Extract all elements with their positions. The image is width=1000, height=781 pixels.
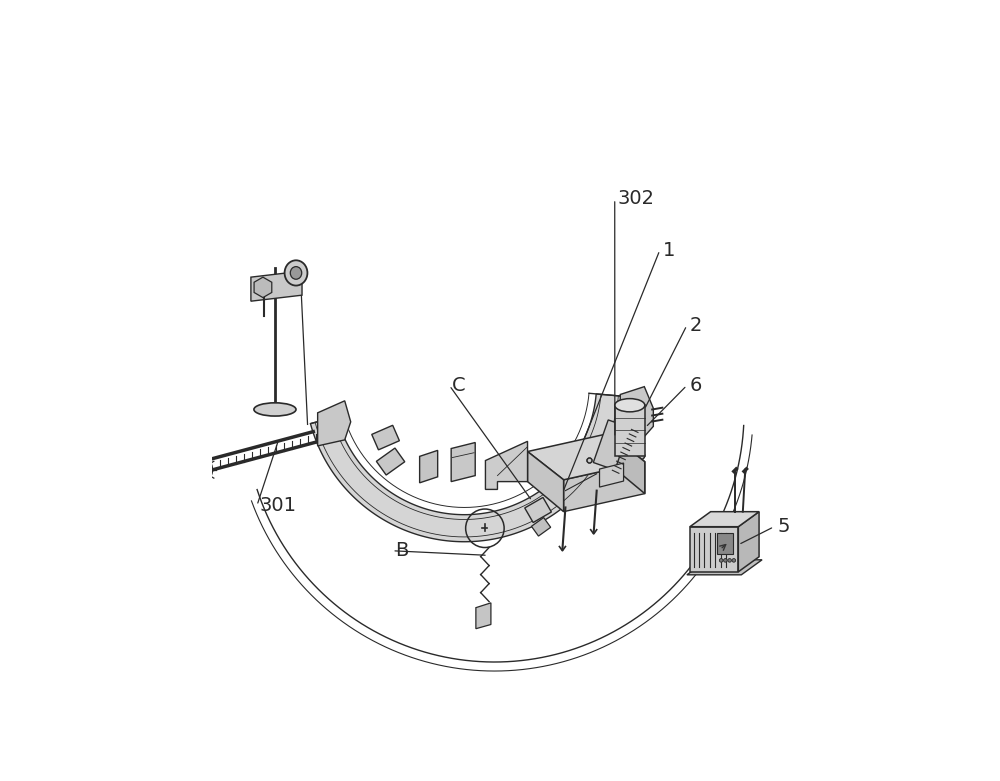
Polygon shape (251, 271, 302, 301)
Ellipse shape (290, 266, 302, 280)
Polygon shape (376, 448, 405, 475)
Polygon shape (254, 277, 272, 298)
Polygon shape (687, 560, 762, 575)
Text: 2: 2 (690, 316, 702, 335)
Polygon shape (593, 420, 630, 470)
Text: 302: 302 (618, 190, 655, 209)
Circle shape (728, 558, 731, 562)
Circle shape (719, 558, 723, 562)
Polygon shape (615, 405, 645, 456)
Polygon shape (528, 451, 564, 512)
Polygon shape (420, 451, 438, 483)
Polygon shape (525, 497, 551, 522)
Ellipse shape (254, 403, 296, 416)
Polygon shape (717, 533, 733, 554)
Circle shape (724, 558, 727, 562)
Circle shape (732, 558, 736, 562)
Polygon shape (620, 387, 653, 437)
Ellipse shape (615, 398, 645, 412)
Text: 1: 1 (663, 241, 675, 259)
Text: 301: 301 (260, 496, 297, 515)
Polygon shape (609, 433, 645, 494)
Polygon shape (451, 443, 475, 482)
Ellipse shape (285, 260, 307, 286)
Polygon shape (372, 426, 399, 450)
Polygon shape (564, 462, 645, 512)
Polygon shape (531, 518, 551, 536)
Polygon shape (476, 603, 491, 629)
Text: C: C (452, 376, 466, 395)
Text: B: B (395, 541, 409, 560)
Polygon shape (600, 463, 624, 487)
Polygon shape (485, 441, 528, 490)
Polygon shape (690, 526, 738, 572)
Polygon shape (310, 394, 623, 542)
Polygon shape (318, 401, 351, 446)
Text: 6: 6 (690, 376, 702, 395)
Ellipse shape (615, 449, 645, 462)
Text: 5: 5 (777, 517, 790, 537)
Polygon shape (690, 512, 759, 526)
Polygon shape (738, 512, 759, 572)
Circle shape (186, 456, 212, 483)
Polygon shape (528, 433, 645, 480)
